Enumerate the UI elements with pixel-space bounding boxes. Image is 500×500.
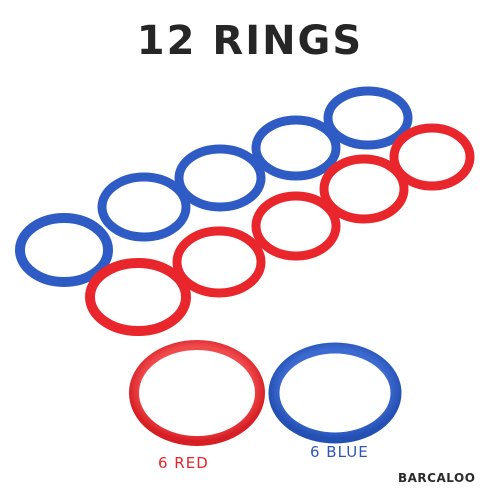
blue-ring: [174, 144, 266, 212]
red-ring: [85, 258, 191, 336]
red-ring: [251, 191, 341, 261]
red-ring: [389, 123, 475, 191]
blue-ring: [97, 172, 191, 242]
page-title: 12 RINGS: [136, 18, 364, 64]
red-count-label: 6 RED: [158, 454, 209, 472]
red-ring-row: [85, 123, 475, 336]
brand-logo: BARCALOO: [398, 471, 476, 485]
blue-ring-row: [15, 86, 413, 287]
red-ring-large: [129, 340, 265, 446]
red-ring: [172, 226, 266, 298]
blue-ring: [323, 86, 413, 150]
red-ring: [319, 154, 409, 224]
blue-count-label: 6 BLUE: [310, 443, 369, 461]
blue-ring: [15, 213, 113, 287]
blue-ring-large: [268, 342, 402, 444]
blue-ring: [251, 115, 341, 181]
